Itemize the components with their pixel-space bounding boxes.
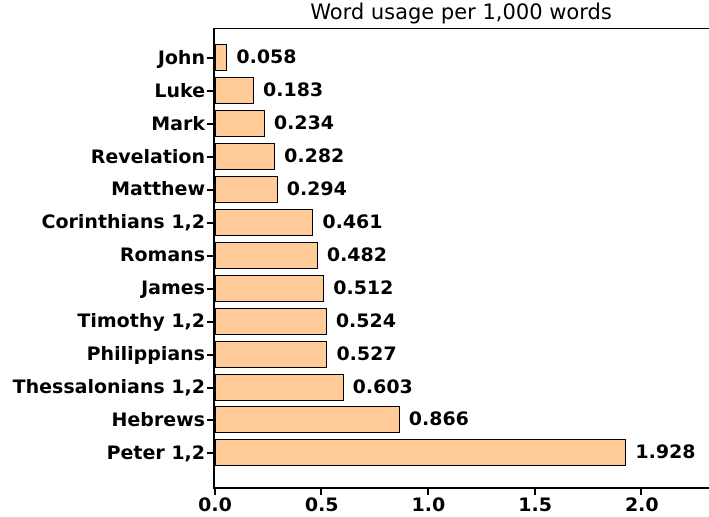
bar	[215, 175, 278, 203]
category-label: Mark	[151, 112, 205, 135]
bar-value-label: 0.461	[322, 210, 383, 233]
category-label: Hebrews	[111, 408, 205, 431]
y-axis-tick	[207, 320, 213, 323]
bar	[215, 340, 328, 368]
category-label: Philippians	[86, 343, 205, 366]
category-label: Peter 1,2	[106, 441, 205, 464]
y-axis-tick	[207, 419, 213, 422]
y-axis-tick	[207, 353, 213, 356]
x-axis-tick-label: 1.0	[411, 494, 446, 516]
x-axis-tick	[426, 489, 429, 495]
y-axis-tick	[207, 386, 213, 389]
bar-value-label: 0.282	[284, 145, 345, 168]
category-label: Corinthians 1,2	[41, 211, 205, 234]
bar	[215, 241, 318, 269]
bar-value-label: 0.866	[408, 408, 469, 431]
category-label: Thessalonians 1,2	[12, 376, 205, 398]
category-label: Matthew	[111, 178, 205, 201]
y-axis-tick	[207, 123, 213, 126]
bar	[215, 44, 228, 72]
bar	[215, 373, 344, 401]
x-axis-tick-label: 0.0	[198, 494, 232, 516]
y-axis-tick	[207, 221, 213, 224]
bar	[215, 77, 255, 105]
bar-value-label: 0.527	[336, 342, 397, 365]
category-label: Romans	[119, 244, 205, 267]
bar	[215, 110, 265, 138]
bar-value-label: 0.234	[273, 112, 335, 135]
bar-value-label: 0.512	[333, 276, 394, 299]
chart-title: Word usage per 1,000 words	[310, 0, 612, 24]
bar	[215, 307, 327, 335]
category-label: James	[141, 277, 205, 300]
bar-value-label: 1.928	[635, 441, 696, 464]
bar-value-label: 0.058	[236, 46, 297, 69]
x-axis-tick-label: 1.5	[518, 494, 552, 516]
x-axis-tick	[320, 489, 323, 495]
y-axis-tick	[207, 254, 213, 257]
bar	[215, 274, 325, 302]
bar	[215, 208, 314, 236]
plot-area: 0.058 0.183 0.234 0.282 0.294 0.461 0.482 0.512…	[213, 28, 709, 489]
x-axis-tick-label: 2.0	[624, 494, 659, 516]
bar	[215, 439, 627, 467]
y-axis-tick	[207, 90, 213, 93]
bar-value-label: 0.183	[263, 79, 324, 102]
bar	[215, 143, 276, 171]
bar-value-label: 0.603	[352, 375, 413, 398]
bar	[215, 406, 400, 434]
category-label: Luke	[154, 79, 205, 102]
y-axis-tick	[207, 452, 213, 455]
x-axis-tick-label: 0.5	[304, 494, 339, 516]
category-label: Timothy 1,2	[77, 310, 205, 333]
category-label: John	[157, 46, 205, 69]
category-label: Revelation	[90, 145, 205, 168]
x-axis-tick	[640, 489, 643, 495]
bar-value-label: 0.524	[335, 309, 396, 332]
x-axis-tick	[533, 489, 536, 495]
y-axis-tick	[207, 287, 213, 290]
bar-value-label: 0.294	[286, 177, 347, 200]
bar-value-label: 0.482	[326, 243, 387, 266]
y-axis-tick	[207, 188, 213, 191]
y-axis-tick	[207, 57, 213, 60]
x-axis-tick	[213, 489, 216, 495]
y-axis-tick	[207, 156, 213, 159]
